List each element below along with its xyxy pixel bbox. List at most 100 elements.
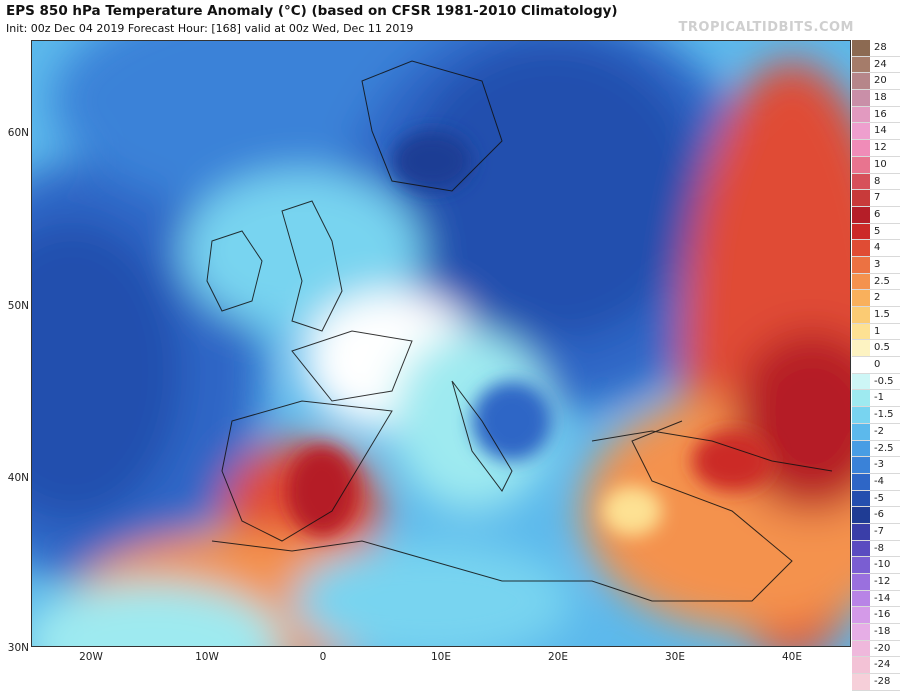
lat-label-60n: 60N	[7, 127, 29, 139]
colorbar-label: -14	[874, 592, 891, 604]
colorbar-label: 10	[874, 158, 887, 170]
colorbar-label: -6	[874, 509, 884, 521]
colorbar-step: -20	[852, 640, 900, 658]
colorbar-step: -2.5	[852, 440, 900, 458]
map-canvas	[32, 41, 850, 646]
coastlines	[206, 60, 833, 602]
colorbar-step: 0	[852, 357, 900, 374]
colorbar-label: -4	[874, 475, 884, 487]
lon-label-30e: 30E	[665, 651, 685, 663]
colorbar-step: 28	[852, 40, 900, 57]
colorbar-step: -5	[852, 490, 900, 508]
colorbar-step: -1	[852, 390, 900, 408]
colorbar-label: 24	[874, 58, 887, 70]
lon-label-0: 0	[319, 651, 327, 663]
colorbar-step: -2	[852, 423, 900, 441]
colorbar-label: 7	[874, 192, 881, 204]
colorbar-label: -7	[874, 525, 884, 537]
colorbar-label: 4	[874, 242, 881, 254]
colorbar-step: 1	[852, 323, 900, 341]
colorbar-step: 20	[852, 73, 900, 91]
colorbar-step: 16	[852, 106, 900, 124]
colorbar-label: -10	[874, 559, 891, 571]
colorbar-step: 3	[852, 256, 900, 274]
colorbar-label: 16	[874, 108, 887, 120]
colorbar-swatch	[852, 457, 870, 473]
colorbar-step: 0.5	[852, 340, 900, 358]
colorbar-swatch	[852, 390, 870, 407]
lon-label-10e: 10E	[431, 651, 451, 663]
colorbar-label: -0.5	[874, 375, 894, 387]
colorbar-swatch	[852, 657, 870, 674]
colorbar-swatch	[852, 607, 870, 624]
colorbar-label: 3	[874, 258, 881, 270]
colorbar-swatch	[852, 557, 870, 573]
colorbar-label: 14	[874, 125, 887, 137]
colorbar-swatch	[852, 156, 870, 173]
colorbar-swatch	[852, 40, 870, 56]
colorbar-step: -28	[852, 674, 900, 691]
colorbar-swatch	[852, 407, 870, 423]
colorbar-swatch	[852, 440, 870, 457]
colorbar-label: 28	[874, 42, 887, 53]
colorbar-label: -20	[874, 642, 891, 654]
colorbar-label: 12	[874, 142, 887, 154]
colorbar-swatch	[852, 674, 870, 690]
colorbar-label: -16	[874, 609, 891, 621]
colorbar-label: 1.5	[874, 309, 890, 320]
colorbar-step: -18	[852, 624, 900, 641]
colorbar-label: 1	[874, 325, 881, 337]
colorbar-swatch	[852, 123, 870, 140]
colorbar-label: -8	[874, 542, 884, 554]
colorbar-legend: 28 24 20 18 16 14 12 10 8 7 6 5 4 3 2.5 2 1.5 1 0.5 0 -0.5 -1…	[852, 40, 900, 691]
anomaly-field	[32, 41, 850, 646]
colorbar-step: 2.5	[852, 273, 900, 291]
colorbar-label: -5	[874, 492, 884, 504]
colorbar-step: 1.5	[852, 307, 900, 324]
colorbar-step: -10	[852, 557, 900, 574]
colorbar-label: 5	[874, 225, 881, 237]
colorbar-label: -12	[874, 576, 891, 587]
colorbar-swatch	[852, 340, 870, 357]
colorbar-label: 2.5	[874, 275, 890, 287]
colorbar-label: 18	[874, 92, 887, 104]
colorbar-swatch	[852, 357, 870, 373]
colorbar-step: 10	[852, 156, 900, 174]
colorbar-label: -1.5	[874, 409, 894, 421]
map-title: EPS 850 hPa Temperature Anomaly (°C) (ba…	[6, 3, 618, 19]
colorbar-swatch	[852, 624, 870, 640]
colorbar-label: 20	[874, 75, 887, 87]
colorbar-swatch	[852, 373, 870, 390]
colorbar-swatch	[852, 106, 870, 123]
colorbar-step: 14	[852, 123, 900, 141]
colorbar-swatch	[852, 473, 870, 490]
colorbar-label: 0.5	[874, 342, 890, 354]
colorbar-swatch	[852, 90, 870, 106]
lon-label-20w: 20W	[79, 651, 103, 663]
colorbar-label: 2	[874, 292, 881, 304]
colorbar-step: -3	[852, 457, 900, 474]
colorbar-step: 24	[852, 56, 900, 74]
colorbar-step: -1.5	[852, 407, 900, 424]
colorbar-step: 12	[852, 140, 900, 157]
brand-watermark: TROPICALTIDBITS.COM	[678, 20, 854, 35]
colorbar-step: 18	[852, 90, 900, 107]
lon-label-20e: 20E	[548, 651, 568, 663]
colorbar-step: -24	[852, 657, 900, 675]
colorbar-label: 0	[874, 359, 881, 371]
colorbar-swatch	[852, 640, 870, 657]
colorbar-step: 4	[852, 240, 900, 257]
colorbar-swatch	[852, 190, 870, 206]
colorbar-step: -12	[852, 574, 900, 591]
lon-label-10w: 10W	[195, 651, 219, 663]
colorbar-step: -0.5	[852, 373, 900, 391]
colorbar-label: -28	[874, 676, 891, 688]
colorbar-swatch	[852, 73, 870, 90]
colorbar-swatch	[852, 273, 870, 290]
colorbar-swatch	[852, 574, 870, 590]
colorbar-swatch	[852, 540, 870, 557]
colorbar-step: -8	[852, 540, 900, 558]
colorbar-swatch	[852, 307, 870, 323]
colorbar-step: -6	[852, 507, 900, 524]
colorbar-swatch	[852, 256, 870, 273]
